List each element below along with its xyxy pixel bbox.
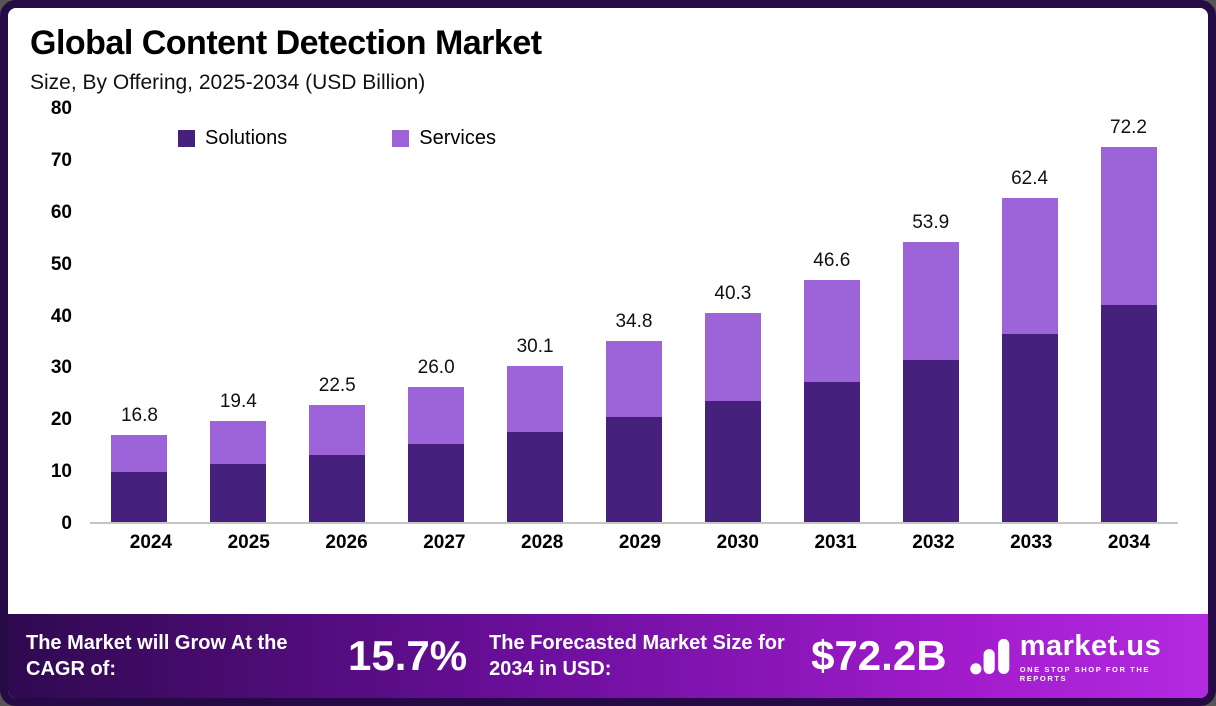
bar-2028: 30.1 [507,335,564,522]
x-axis-label-2028: 2028 [521,532,564,553]
forecast-label: The Forecasted Market Size for 2034 in U… [489,632,785,680]
bar-total-label-2032: 53.9 [912,212,950,234]
bar-segment-solutions-2026 [309,454,366,522]
x-axis-label-2025: 2025 [227,532,270,553]
bar-total-label-2025: 19.4 [219,391,257,413]
bar-segment-services-2034 [1100,147,1157,305]
bar-segment-solutions-2025 [210,463,267,522]
x-axis-label-2029: 2029 [618,532,662,553]
bar-segment-services-2028 [507,365,564,432]
bar-segment-services-2026 [309,405,366,455]
page-title: Global Content Detection Market [30,24,542,62]
legend-label-solutions: Solutions [205,127,288,149]
legend: Solutions Services [178,127,496,150]
bar-total-label-2034: 72.2 [1110,117,1147,139]
bar-total-label-2024: 16.8 [120,404,158,426]
bar-total-label-2033: 62.4 [1011,168,1049,190]
x-axis-label-2032: 2032 [912,532,955,553]
x-axis-label-2034: 2034 [1107,532,1151,553]
bar-2026: 22.5 [309,375,366,522]
x-axis-label-2030: 2030 [716,532,759,553]
chart-area: 80 70 60 50 40 30 20 10 0 Solutions Services 16.… [8,98,1208,534]
bar-segment-solutions-2024 [111,471,168,522]
bar-segment-solutions-2027 [408,443,465,522]
chart-subtitle: Size, By Offering, 2025-2034 (USD Billio… [30,71,426,94]
legend-swatch-services [392,130,410,147]
bar-segment-solutions-2029 [605,417,662,522]
legend-swatch-solutions [178,130,195,147]
y-axis: 80 70 60 50 40 30 20 10 0 [50,98,72,534]
x-axis-label-2026: 2026 [325,532,368,553]
bar-segment-services-2032 [902,242,959,361]
bar-2027: 26.0 [408,357,465,522]
legend-item-services: Services [392,127,496,150]
brand-text: market.us ONE STOP SHOP FOR THE REPORTS [1020,630,1182,683]
bar-total-label-2028: 30.1 [516,335,554,357]
x-axis-label-2024: 2024 [129,532,173,553]
bar-total-label-2027: 26.0 [417,357,455,379]
bar-segment-solutions-2033 [1001,334,1058,522]
bar-2024: 16.8 [111,404,168,522]
bar-segment-solutions-2032 [902,360,959,522]
bar-segment-solutions-2034 [1100,304,1157,522]
legend-item-solutions: Solutions [178,127,287,150]
bar-segment-services-2029 [605,341,662,418]
bar-2033: 62.4 [1001,168,1058,522]
legend-label-services: Services [419,127,496,149]
bar-total-label-2029: 34.8 [615,311,653,333]
bar-segment-services-2030 [704,312,761,401]
bar-plot: Solutions Services 16.8 19.4 22.5 26.0 30.1 3… [90,109,1178,524]
bar-segment-solutions-2030 [704,400,761,522]
bar-2025: 19.4 [210,391,267,522]
x-axis-label-2027: 2027 [423,532,466,553]
forecast-value: $72.2B [811,632,947,679]
marketus-logo-icon [969,638,1009,675]
bar-segment-services-2031 [803,280,860,382]
x-axis: 2024 2025 2026 2027 2028 2029 2030 2031 2032 2033… [8,532,1208,554]
bar-total-label-2026: 22.5 [318,375,356,397]
bar-2034: 72.2 [1100,117,1157,522]
bar-2029: 34.8 [605,311,662,522]
bar-segment-services-2027 [408,387,465,444]
bar-2032: 53.9 [902,212,959,522]
bar-total-label-2030: 40.3 [714,282,752,304]
x-axis-label-2031: 2031 [814,532,857,553]
brand-logo: market.us ONE STOP SHOP FOR THE REPORTS [969,630,1182,683]
bar-2031: 46.6 [803,250,860,522]
cagr-label: The Market will Grow At the CAGR of: [26,632,288,680]
footer-banner: The Market will Grow At the CAGR of: 15.… [8,614,1208,698]
brand-tagline: ONE STOP SHOP FOR THE REPORTS [1019,664,1150,683]
x-axis-label-2033: 2033 [1010,532,1053,553]
bar-2030: 40.3 [704,282,761,522]
chart-header: Global Content Detection Market Size, By… [8,8,1208,95]
bar-segment-solutions-2028 [507,431,564,522]
cagr-value: 15.7% [348,632,468,679]
bar-total-label-2031: 46.6 [813,250,851,272]
brand-name: market.us [1019,629,1162,662]
bar-segment-solutions-2031 [803,381,860,522]
bar-segment-services-2024 [111,434,168,472]
bar-segment-services-2025 [210,421,267,464]
bar-segment-services-2033 [1001,198,1058,335]
